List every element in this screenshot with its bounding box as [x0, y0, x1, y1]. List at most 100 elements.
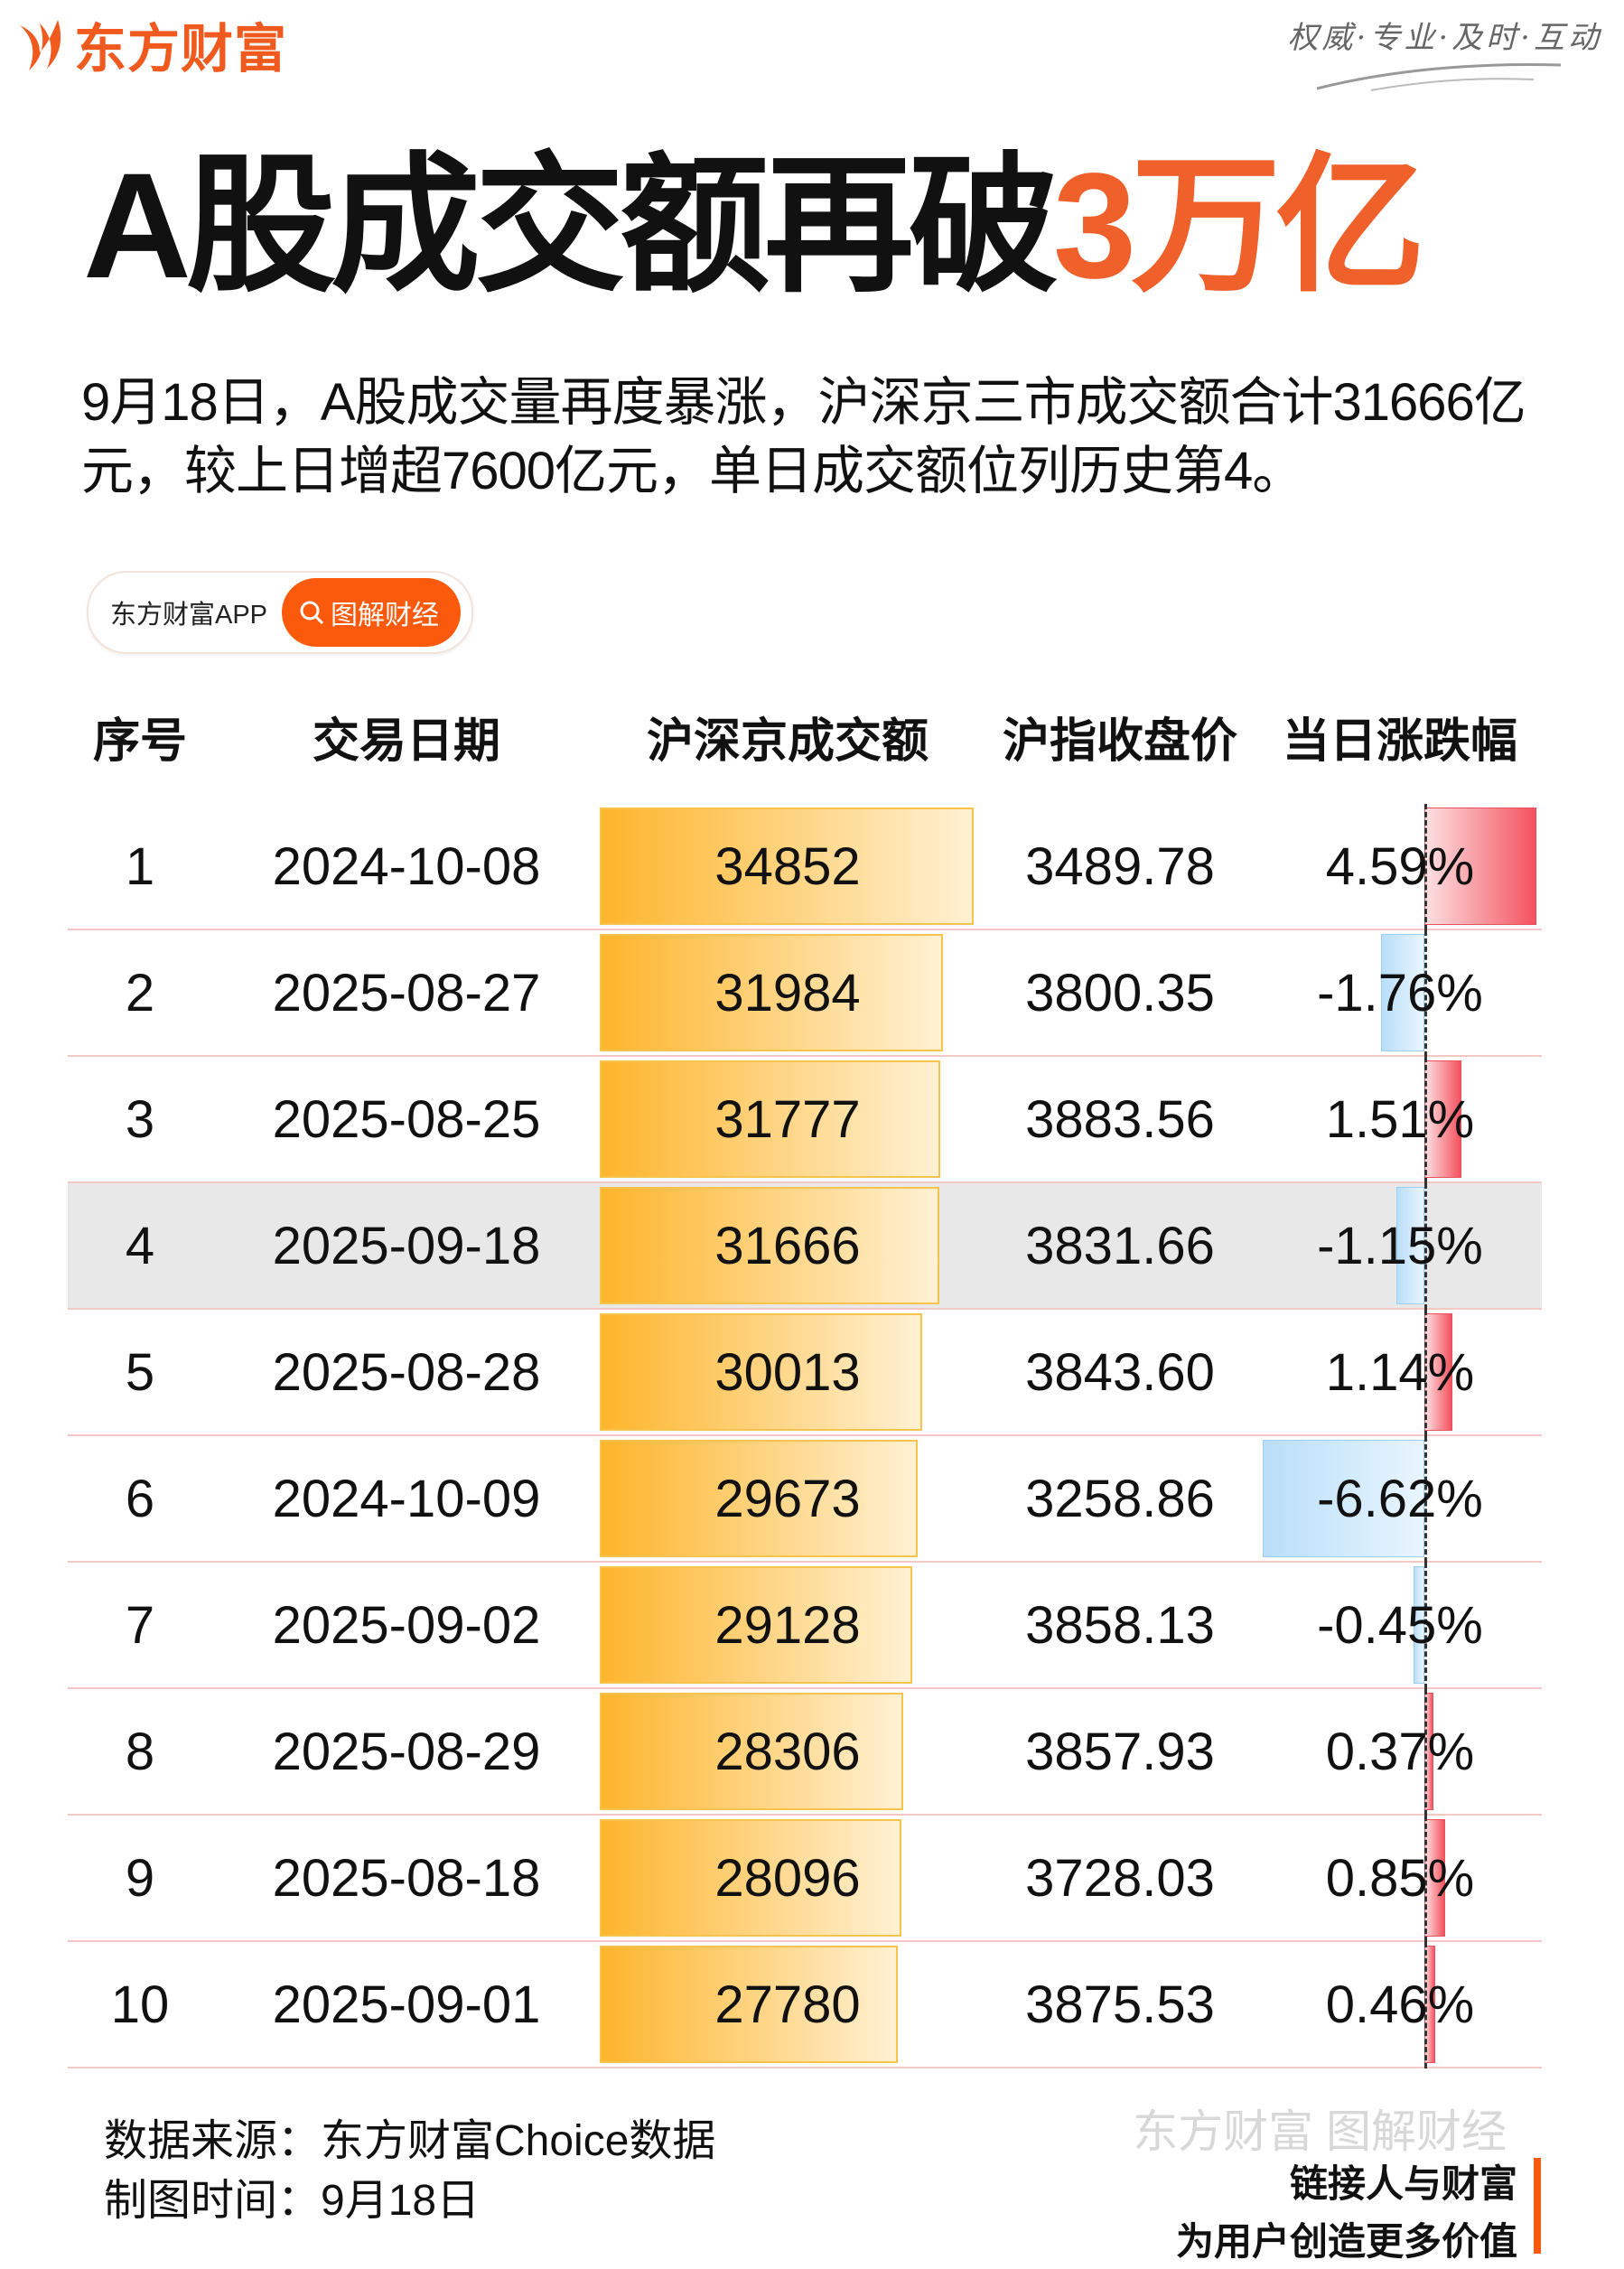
ranking-table: 1 2024-10-08 34852 3489.78 4.59% 2 2025-08-27 3…	[68, 804, 1542, 2068]
amount-bar	[600, 808, 974, 925]
table-row: 2 2025-08-27 31984 3800.35 -1.76%	[68, 930, 1542, 1057]
table-row: 9 2025-08-18 28096 3728.03 0.85%	[68, 1816, 1542, 1942]
cell-close: 3800.35	[1025, 963, 1215, 1022]
change-bar	[1413, 1566, 1424, 1684]
cell-rank: 10	[110, 1975, 170, 2034]
cell-close: 3258.86	[1025, 1469, 1215, 1528]
header-rank: 序号	[92, 714, 187, 768]
cell-change: 1.14%	[1325, 1342, 1475, 1402]
accent-bar	[1534, 2158, 1541, 2254]
brand-name: 东方财富	[74, 20, 288, 79]
cell-amount: 29128	[714, 1595, 861, 1655]
table-row: 10 2025-09-01 27780 3875.53 0.46%	[68, 1942, 1542, 2068]
app-label: 东方财富APP	[110, 601, 268, 630]
cell-date: 2025-08-18	[272, 1848, 541, 1908]
change-bar	[1381, 934, 1424, 1051]
cell-rank: 3	[125, 1089, 155, 1149]
cell-amount: 28096	[714, 1848, 861, 1908]
cell-close: 3728.03	[1025, 1848, 1215, 1908]
cell-change: 0.37%	[1325, 1722, 1475, 1781]
amount-bar	[600, 934, 943, 1051]
lead-paragraph: 9月18日，A股成交量再度暴涨，沪深京三市成交额合计31666亿元，较上日增超7…	[81, 373, 1526, 500]
cell-amount: 30013	[714, 1342, 861, 1402]
header-amount: 沪深京成交额	[646, 714, 929, 768]
zero-axis-line	[1424, 1183, 1427, 1310]
cell-close: 3858.13	[1025, 1595, 1215, 1655]
cell-change: -6.62%	[1317, 1469, 1483, 1528]
cell-date: 2025-08-29	[272, 1722, 541, 1781]
cell-rank: 1	[125, 836, 155, 896]
cell-amount: 28306	[714, 1722, 861, 1781]
zero-axis-line	[1424, 930, 1427, 1057]
table-row: 1 2024-10-08 34852 3489.78 4.59%	[68, 804, 1542, 930]
header-close: 沪指收盘价	[1002, 714, 1237, 768]
cell-amount: 27780	[714, 1975, 861, 2034]
cell-amount: 34852	[714, 836, 861, 896]
cell-rank: 5	[125, 1342, 155, 1402]
cell-change: 4.59%	[1325, 836, 1475, 896]
swoosh-decoration-icon	[1317, 63, 1562, 91]
brand-motto: 权威·专业·及时·互动	[1287, 20, 1602, 56]
page-title: A股成交额再破3万亿	[83, 143, 1425, 310]
table-row: 7 2025-09-02 29128 3858.13 -0.45%	[68, 1563, 1542, 1689]
cell-close: 3489.78	[1025, 836, 1215, 896]
cell-close: 3843.60	[1025, 1342, 1215, 1402]
table-row: 3 2025-08-25 31777 3883.56 1.51%	[68, 1057, 1542, 1183]
cell-amount: 31984	[714, 963, 861, 1022]
title-highlight: 3万亿	[1052, 143, 1425, 310]
amount-bar	[600, 1819, 901, 1937]
cell-date: 2024-10-09	[272, 1469, 541, 1528]
table-row: 8 2025-08-29 28306 3857.93 0.37%	[68, 1689, 1542, 1816]
cell-change: 1.51%	[1325, 1089, 1475, 1149]
cell-rank: 6	[125, 1469, 155, 1528]
zero-axis-line	[1424, 1310, 1427, 1436]
change-bar	[1395, 1187, 1424, 1304]
cell-amount: 31666	[714, 1216, 861, 1275]
cell-date: 2025-08-27	[272, 963, 541, 1022]
cell-change: -0.45%	[1317, 1595, 1483, 1655]
cell-date: 2025-09-01	[272, 1975, 541, 2034]
brand-logo: 东方财富	[13, 13, 287, 79]
cell-change: -1.15%	[1317, 1216, 1483, 1275]
zero-axis-line	[1424, 1816, 1427, 1942]
data-source: 数据来源：东方财富Choice数据	[104, 2117, 716, 2165]
zero-axis-line	[1424, 1689, 1427, 1816]
amount-bar	[600, 1693, 904, 1810]
amount-bar	[600, 1440, 919, 1557]
amount-bar	[600, 1946, 898, 2063]
footer-watermark: 东方财富 图解财经	[1133, 2106, 1507, 2157]
cell-close: 3883.56	[1025, 1089, 1215, 1149]
channel-tag-button[interactable]: 图解财经	[282, 578, 461, 647]
zero-axis-line	[1424, 1057, 1427, 1183]
title-main: A股成交额再破	[83, 143, 1059, 310]
cell-date: 2025-09-18	[272, 1216, 541, 1275]
cell-change: -1.76%	[1317, 963, 1483, 1022]
flame-logo-icon	[20, 20, 61, 70]
cell-rank: 9	[125, 1848, 155, 1908]
zero-axis-line	[1424, 804, 1427, 930]
header-date: 交易日期	[312, 714, 500, 768]
cell-close: 3857.93	[1025, 1722, 1215, 1781]
cell-close: 3831.66	[1025, 1216, 1215, 1275]
change-bar	[1424, 808, 1536, 925]
chart-date: 制图时间：9月18日	[104, 2177, 481, 2225]
amount-bar	[600, 1313, 922, 1431]
cell-rank: 2	[125, 963, 155, 1022]
channel-tag-label: 图解财经	[331, 601, 439, 630]
table-row: 5 2025-08-28 30013 3843.60 1.14%	[68, 1310, 1542, 1436]
cell-date: 2025-08-25	[272, 1089, 541, 1149]
channel-pill[interactable]: 东方财富APP 图解财经	[87, 571, 473, 654]
slogan-line-1: 链接人与财富	[1289, 2162, 1517, 2205]
zero-axis-line	[1424, 1563, 1427, 1689]
amount-bar	[600, 1566, 912, 1684]
change-bar	[1263, 1440, 1424, 1557]
zero-axis-line	[1424, 1942, 1427, 2068]
cell-date: 2025-08-28	[272, 1342, 541, 1402]
header-change: 当日涨跌幅	[1282, 714, 1517, 768]
amount-bar	[600, 1060, 941, 1178]
table-row: 4 2025-09-18 31666 3831.66 -1.15%	[68, 1183, 1542, 1310]
slogan-line-2: 为用户创造更多价值	[1175, 2220, 1517, 2263]
amount-bar	[600, 1187, 940, 1304]
table-row: 6 2024-10-09 29673 3258.86 -6.62%	[68, 1436, 1542, 1563]
cell-close: 3875.53	[1025, 1975, 1215, 2034]
